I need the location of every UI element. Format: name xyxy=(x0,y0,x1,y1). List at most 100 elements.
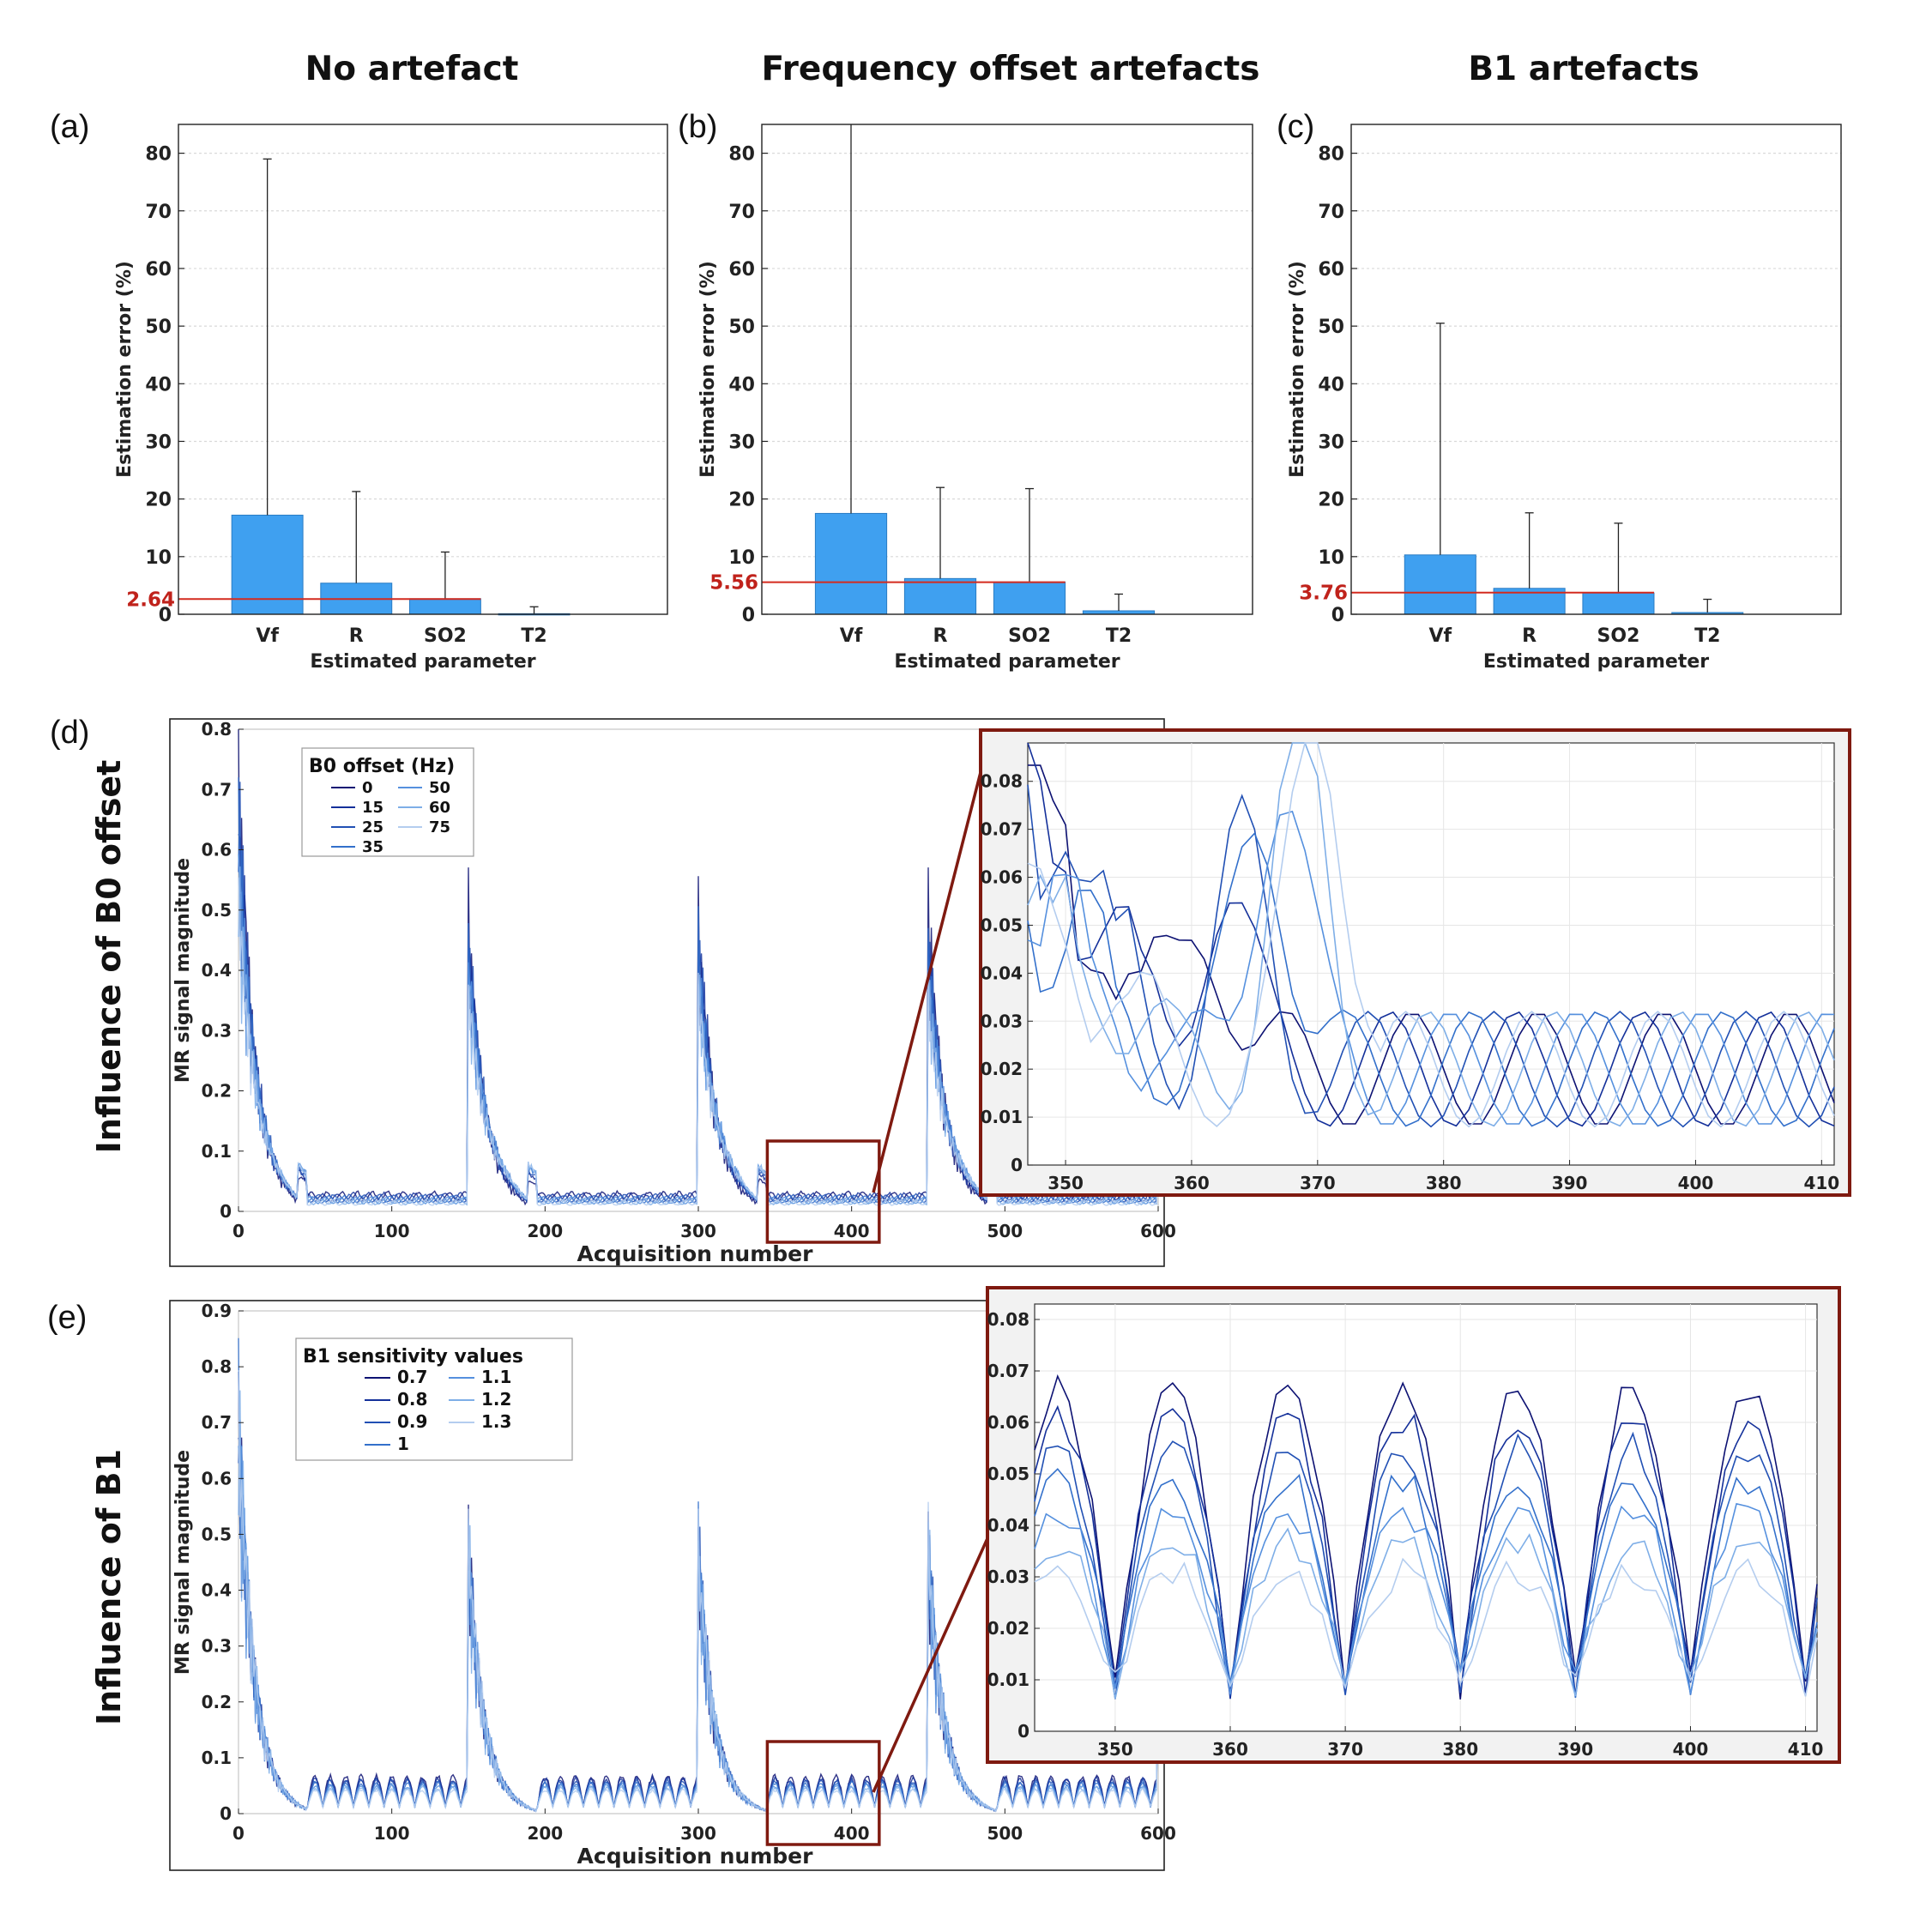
y-tick-label: 0.3 xyxy=(202,1636,232,1657)
y-tick-label: 0.3 xyxy=(202,1020,232,1041)
y-tick-label: 0.4 xyxy=(202,960,232,981)
title-a: No artefact xyxy=(305,50,519,88)
panel-label-a: (a) xyxy=(50,109,89,145)
inset-y-tick-label: 0.07 xyxy=(981,819,1023,840)
inset-y-tick-label: 0.04 xyxy=(987,1515,1029,1536)
x-axis-label: Estimated parameter xyxy=(1483,651,1709,673)
x-tick-label: 200 xyxy=(527,1221,563,1241)
x-tick-label: SO2 xyxy=(1597,625,1640,647)
inset-series-1.1 xyxy=(1034,1502,1818,1694)
zoom-region xyxy=(765,1740,881,1846)
inset-series-0.9 xyxy=(1034,1431,1818,1700)
y-tick-label: 0 xyxy=(1331,605,1344,626)
y-tick-label: 70 xyxy=(728,202,755,223)
plot-frame xyxy=(1350,124,1842,615)
inset-y-tick-label: 0.07 xyxy=(987,1361,1029,1381)
y-tick-label: 20 xyxy=(145,490,172,511)
zoom-connector xyxy=(872,738,991,1193)
inset-y-tick-label: 0.03 xyxy=(987,1567,1029,1587)
legend-title: B0 offset (Hz) xyxy=(309,756,455,777)
y-tick-label: 10 xyxy=(728,547,755,569)
reference-value-label: 3.76 xyxy=(1299,583,1348,605)
y-axis-label: Estimation error (%) xyxy=(1287,261,1308,478)
inset-y-tick-label: 0.02 xyxy=(987,1618,1029,1639)
legend-item: 0.9 xyxy=(397,1411,427,1432)
x-tick-label: 500 xyxy=(987,1823,1023,1844)
inset-x-tick-label: 400 xyxy=(1678,1173,1714,1193)
plot-frame xyxy=(178,124,668,615)
inset-y-tick-label: 0.01 xyxy=(981,1107,1023,1127)
y-tick-label: 20 xyxy=(728,490,755,511)
zoom-inset-b1: 350 360 370 380 390 400 410 0 0.01 0.02 0.03 0.04 0.… xyxy=(872,1286,1841,1793)
inset-y-tick-label: 0.02 xyxy=(981,1059,1023,1079)
inset-x-tick-label: 350 xyxy=(1048,1173,1084,1193)
inset-y-tick-label: 0.08 xyxy=(987,1309,1029,1330)
y-tick-label: 30 xyxy=(1318,432,1344,453)
y-tick-label: 40 xyxy=(728,374,755,395)
y-tick-label: 0.1 xyxy=(202,1748,232,1768)
inset-x-tick-label: 400 xyxy=(1673,1739,1709,1760)
inset-x-tick-label: 380 xyxy=(1426,1173,1462,1193)
x-axis-label: Estimated parameter xyxy=(894,651,1120,673)
legend-item: 25 xyxy=(362,818,383,836)
y-tick-label: 0 xyxy=(742,605,755,626)
inset-x-tick-label: 370 xyxy=(1300,1173,1336,1193)
x-tick-label: 600 xyxy=(1140,1221,1176,1241)
y-tick-label: 80 xyxy=(728,144,755,166)
inset-x-tick-label: 370 xyxy=(1327,1739,1363,1760)
inset-y-tick-label: 0 xyxy=(1017,1721,1029,1742)
panel-label-e: (e) xyxy=(47,1300,87,1336)
title-b: Frequency offset artefacts xyxy=(761,50,1259,88)
y-tick-label: 0.4 xyxy=(202,1580,232,1601)
inset-series-60 xyxy=(1027,742,1835,1127)
legend-item: 60 xyxy=(429,799,450,817)
legend-box xyxy=(295,1337,573,1461)
inset-series-75 xyxy=(1027,742,1835,1128)
y-tick-label: 50 xyxy=(1318,317,1344,338)
x-tick-label: R xyxy=(1522,625,1537,647)
inset-series-50 xyxy=(1027,810,1835,1125)
inset-x-tick-label: 350 xyxy=(1097,1739,1133,1760)
x-tick-label: 0 xyxy=(232,1823,245,1844)
y-tick-label: 10 xyxy=(145,547,172,569)
x-tick-label: SO2 xyxy=(1008,625,1051,647)
y-tick-label: 30 xyxy=(145,432,172,453)
title-c: B1 artefacts xyxy=(1468,50,1699,88)
x-tick-label: 500 xyxy=(987,1221,1023,1241)
y-tick-label: 60 xyxy=(1318,259,1344,281)
x-tick-label: 100 xyxy=(374,1823,410,1844)
y-axis-label: MR signal magnitude xyxy=(172,1450,194,1675)
bar-chart-b: 5.56 0 10 20 30 40 50 60 70 80 Vf R SO2 T2 Estimated p… xyxy=(697,124,1253,673)
bar-so2 xyxy=(1582,592,1655,615)
panel-label-c: (c) xyxy=(1277,109,1314,145)
y-tick-label: 0.8 xyxy=(202,719,232,740)
inset-series-25 xyxy=(1027,784,1835,1128)
x-tick-label: R xyxy=(933,625,948,647)
inset-x-tick-label: 380 xyxy=(1442,1739,1478,1760)
legend-item: 1.1 xyxy=(481,1367,511,1387)
inset-y-tick-label: 0 xyxy=(1011,1155,1023,1175)
side-label-d: Influence of B0 offset xyxy=(90,760,128,1154)
y-tick-label: 30 xyxy=(728,432,755,453)
inset-x-tick-label: 360 xyxy=(1212,1739,1248,1760)
y-tick-label: 0 xyxy=(159,605,172,626)
y-tick-label: 20 xyxy=(1318,490,1344,511)
y-axis-label: Estimation error (%) xyxy=(114,261,136,478)
legend-item: 1 xyxy=(397,1434,409,1454)
y-tick-label: 0.7 xyxy=(202,779,232,800)
inset-x-tick-label: 360 xyxy=(1174,1173,1210,1193)
y-tick-label: 0.6 xyxy=(202,840,232,860)
inset-y-tick-label: 0.05 xyxy=(987,1464,1029,1484)
inset-axes xyxy=(1027,742,1835,1166)
legend-item: 50 xyxy=(429,779,450,797)
y-tick-label: 80 xyxy=(1318,144,1344,166)
legend-box xyxy=(301,747,474,857)
series-1.3 xyxy=(238,1369,1159,1813)
legend-item: 15 xyxy=(362,799,383,817)
y-tick-label: 0.6 xyxy=(202,1468,232,1488)
x-tick-label: 300 xyxy=(680,1823,716,1844)
bar-so2 xyxy=(408,598,481,615)
x-tick-label: 400 xyxy=(834,1221,870,1241)
y-tick-label: 80 xyxy=(145,144,172,166)
